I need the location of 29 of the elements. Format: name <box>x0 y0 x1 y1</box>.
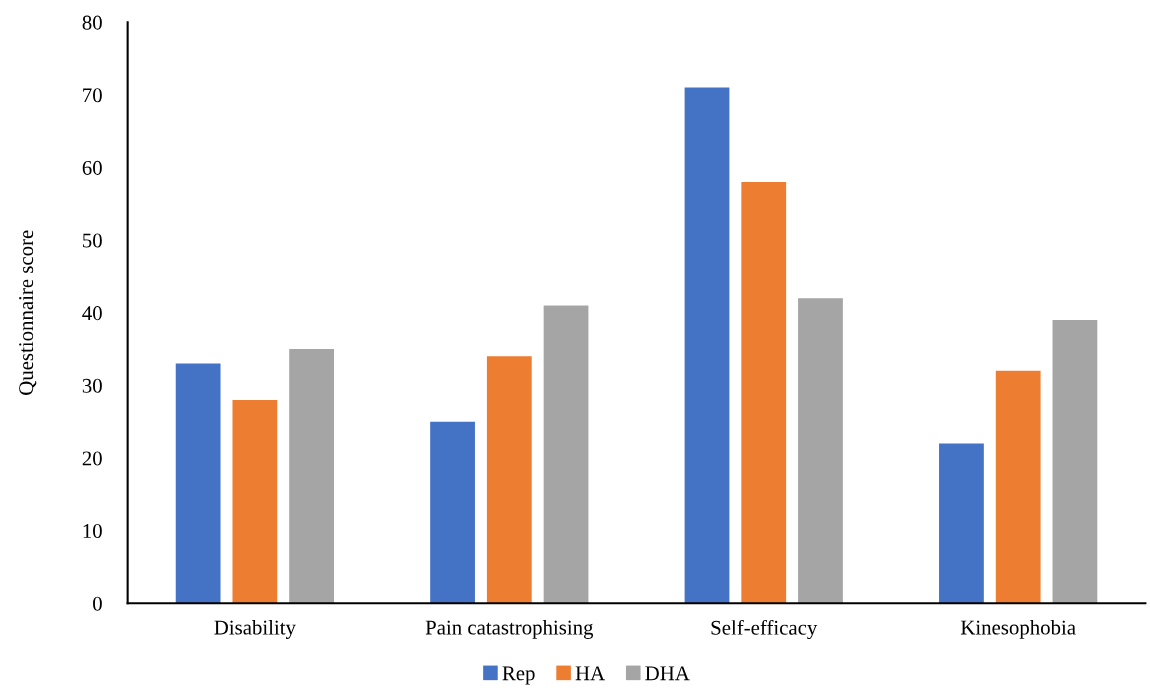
x-tick-label: Kinesophobia <box>960 619 1076 639</box>
bar <box>1052 320 1098 604</box>
y-tick-label: 20 <box>82 451 102 466</box>
legend-label: DHA <box>645 666 690 681</box>
bar <box>798 298 843 604</box>
y-tick-label: 60 <box>82 160 102 175</box>
bar <box>741 182 787 604</box>
bar <box>175 363 221 604</box>
bar <box>430 421 475 604</box>
bar <box>232 399 278 604</box>
y-tick-label: 50 <box>83 233 102 248</box>
y-tick-label: 40 <box>82 306 102 321</box>
legend-label: HA <box>575 666 605 681</box>
bar <box>289 349 334 604</box>
y-tick-label: 70 <box>83 88 102 103</box>
y-tick-label: 30 <box>82 378 102 393</box>
bar <box>543 305 589 604</box>
bar <box>939 443 984 604</box>
x-tick-label: Self-efficacy <box>711 619 818 640</box>
bar <box>486 356 532 604</box>
bar <box>995 370 1041 604</box>
bar <box>684 87 730 604</box>
x-tick-label: Disability <box>214 619 296 639</box>
x-tick-label: Pain catastrophising <box>425 619 594 639</box>
y-axis-title: Questionnaire score <box>19 230 37 395</box>
y-tick-label: 0 <box>93 596 102 611</box>
y-tick-label: 80 <box>82 15 102 30</box>
y-tick-label: 10 <box>83 524 102 539</box>
legend-label: Rep <box>502 666 535 685</box>
